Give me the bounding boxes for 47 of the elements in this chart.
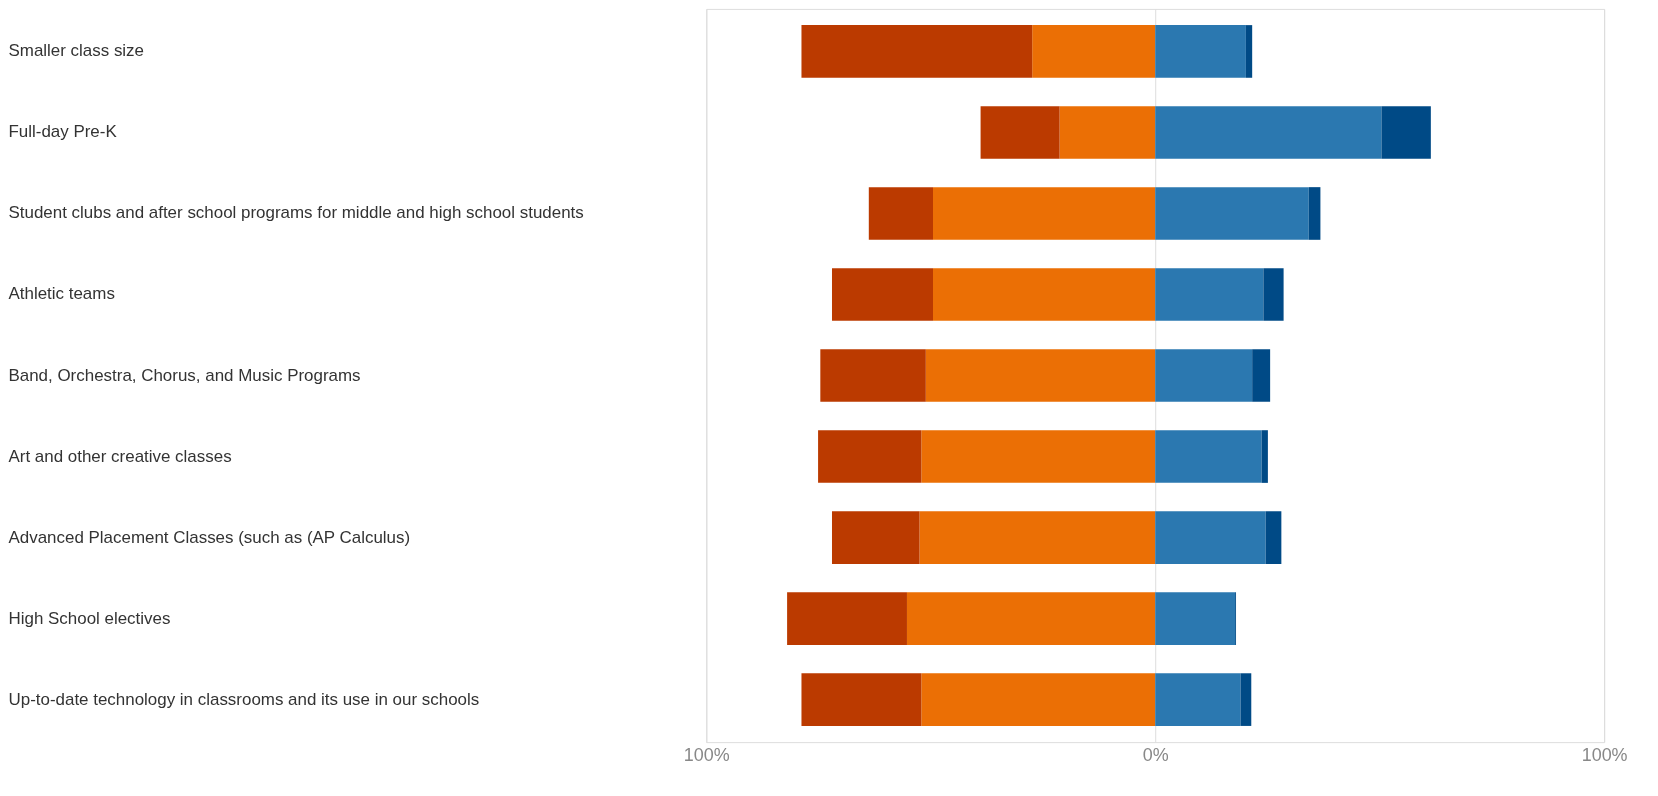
bar <box>1155 673 1241 726</box>
bar <box>906 592 1156 645</box>
bar <box>801 25 1033 78</box>
bar <box>919 511 1156 564</box>
y-tick-label: Smaller class size <box>8 41 145 61</box>
bar <box>1059 106 1156 159</box>
bar <box>925 349 1156 402</box>
bar <box>980 106 1060 159</box>
y-tick-label: Full-day Pre-K <box>8 122 118 142</box>
bar <box>1308 187 1321 240</box>
bar <box>1265 511 1282 564</box>
x-tick-label: 100% <box>1581 744 1628 765</box>
y-tick-label: Art and other creative classes <box>8 446 232 466</box>
x-tick-label: 0% <box>1142 744 1169 765</box>
bar <box>818 430 922 483</box>
bar <box>1155 187 1309 240</box>
bar <box>831 511 920 564</box>
bar <box>1263 268 1284 321</box>
bar <box>831 268 933 321</box>
x-tick-label: 100% <box>683 744 730 765</box>
bar <box>1155 430 1262 483</box>
bar <box>1155 25 1246 78</box>
bar <box>1032 25 1156 78</box>
bar <box>1261 430 1268 483</box>
y-tick-label: Athletic teams <box>8 284 115 304</box>
bar <box>1252 349 1271 402</box>
y-tick-label: High School electives <box>8 608 171 628</box>
bar <box>1155 349 1253 402</box>
bar <box>933 187 1156 240</box>
bar <box>1155 268 1264 321</box>
bar <box>801 673 922 726</box>
bar <box>921 673 1156 726</box>
bar <box>1381 106 1431 159</box>
bar <box>1245 25 1253 78</box>
bar <box>868 187 933 240</box>
bar <box>1155 106 1382 159</box>
bar <box>820 349 926 402</box>
bar <box>1155 511 1266 564</box>
bar <box>787 592 907 645</box>
bar <box>933 268 1156 321</box>
bar <box>1155 592 1236 645</box>
y-tick-label: Band, Orchestra, Chorus, and Music Programs <box>8 365 361 385</box>
bar <box>921 430 1156 483</box>
bar <box>1240 673 1252 726</box>
y-tick-label: Advanced Placement Classes (such as (AP Calculus) <box>8 527 411 547</box>
y-tick-label: Student clubs and after school programs for middle and high school students <box>8 203 584 223</box>
y-tick-label: Up-to-date technology in classrooms and its use in our schools <box>8 689 480 709</box>
